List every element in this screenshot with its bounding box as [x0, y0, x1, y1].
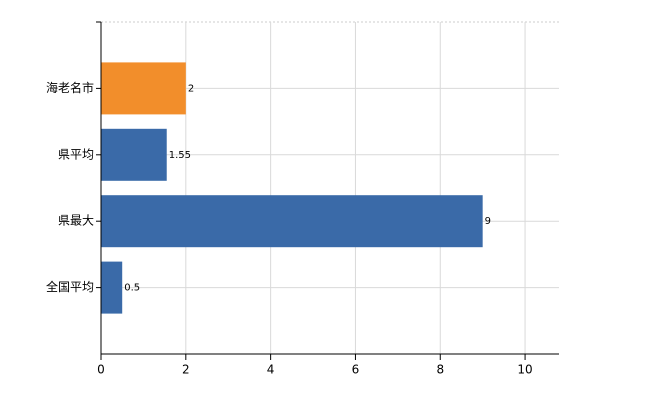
- x-tick-label: 4: [267, 363, 275, 377]
- bar: [101, 261, 123, 314]
- bar: [101, 62, 186, 115]
- bar: [101, 128, 167, 181]
- x-tick-label: 2: [182, 363, 190, 377]
- bar: [101, 195, 483, 248]
- value-label: 1.55: [169, 150, 191, 161]
- x-tick-label: 6: [352, 363, 360, 377]
- x-tick-label: 8: [436, 363, 444, 377]
- y-tick-label: 県最大: [58, 214, 94, 228]
- y-tick-label: 県平均: [58, 147, 94, 161]
- y-tick-label: 全国平均: [46, 279, 94, 294]
- x-tick-label: 0: [97, 363, 105, 377]
- x-tick-label: 10: [517, 363, 532, 377]
- y-tick-label: 海老名市: [46, 80, 94, 95]
- value-label: 9: [485, 216, 491, 227]
- value-label: 0.5: [124, 283, 140, 294]
- value-label: 2: [188, 83, 194, 94]
